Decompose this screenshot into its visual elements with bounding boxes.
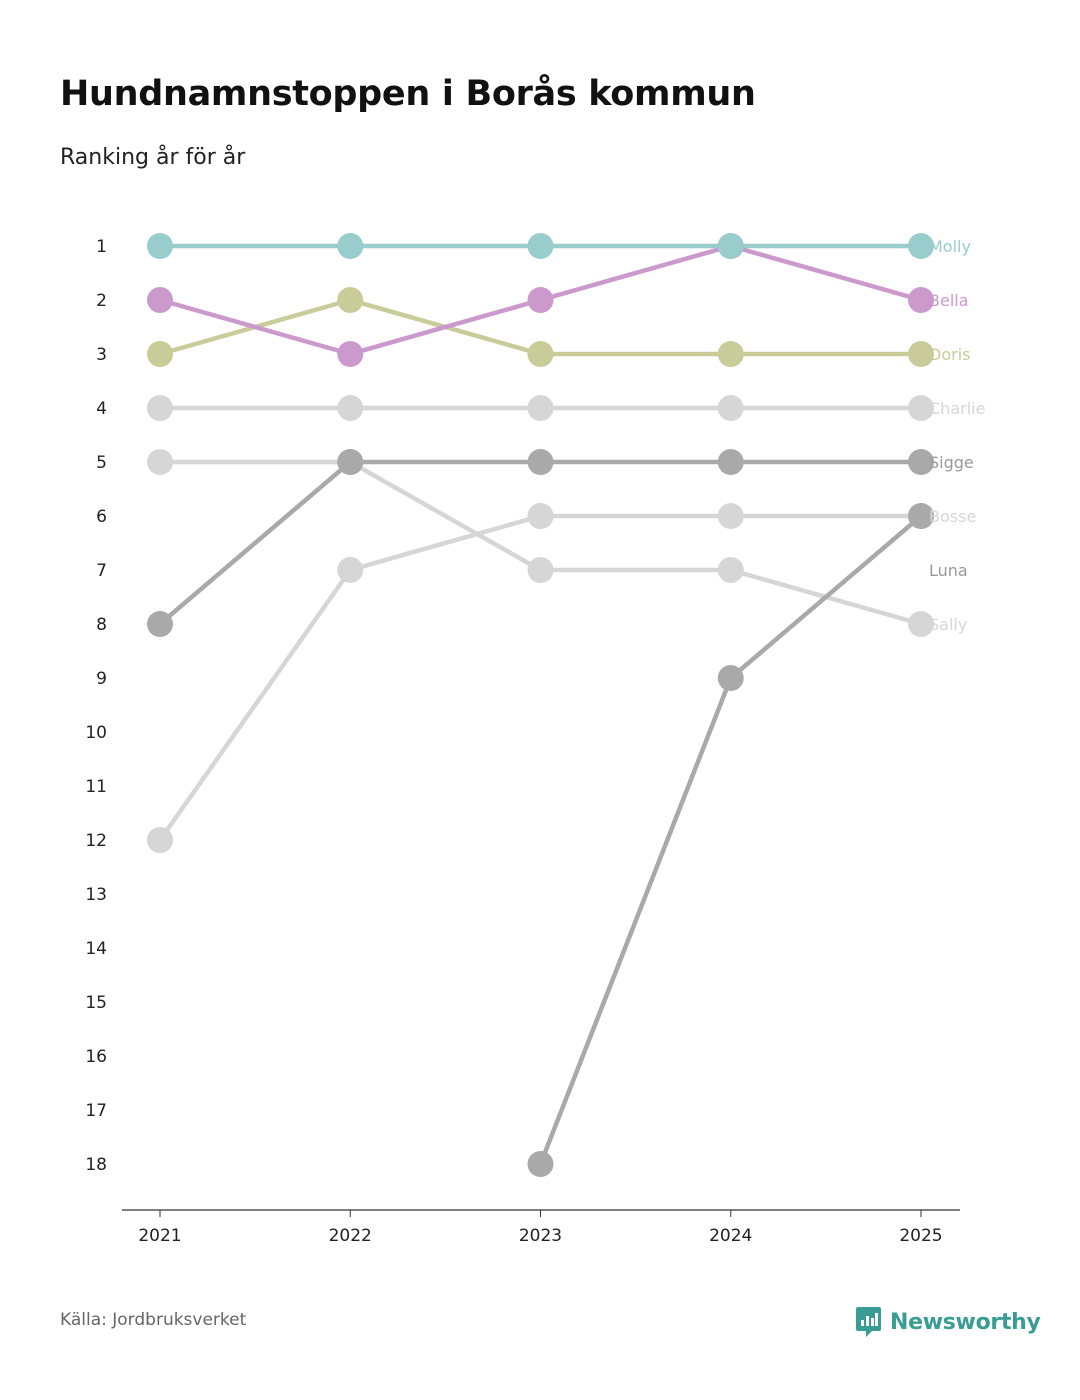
y-tick-label: 2 — [96, 291, 107, 311]
data-point-sigge — [147, 611, 173, 637]
series-end-labels: Molly Bella Doris Charlie Sigge Bosse Luna Sall… — [929, 237, 985, 634]
y-tick-label: 1 — [96, 237, 107, 257]
x-tick-label: 2023 — [519, 1226, 562, 1246]
y-tick-label: 13 — [85, 885, 107, 905]
series-line-sigge — [157, 459, 924, 627]
end-label-doris: Doris — [929, 345, 970, 364]
y-tick-label: 4 — [96, 399, 107, 419]
data-point-bella — [908, 287, 934, 313]
data-point-doris — [527, 341, 554, 367]
end-label-sally: Sally — [929, 615, 967, 634]
end-label-bosse: Bosse — [929, 507, 976, 526]
data-point-doris — [147, 341, 173, 367]
y-tick-label: 5 — [96, 453, 107, 473]
y-tick-label: 6 — [96, 507, 107, 527]
brand-name: Newsworthy — [890, 1309, 1041, 1335]
y-tick-label: 8 — [96, 615, 107, 635]
data-point-sigge — [337, 449, 364, 475]
y-tick-label: 12 — [85, 831, 107, 851]
data-point-bosse — [337, 557, 364, 583]
data-point-sigge — [527, 449, 554, 475]
chart-subtitle: Ranking år för år — [60, 145, 246, 170]
y-tick-label: 18 — [85, 1155, 107, 1175]
x-tick-label: 2022 — [329, 1226, 372, 1246]
series-line-luna — [538, 513, 924, 1167]
data-point-doris — [908, 341, 934, 367]
series-line-sally — [157, 459, 924, 627]
data-point-bella — [337, 341, 364, 367]
x-axis: 2021 2022 2023 2024 2025 — [122, 1209, 960, 1246]
data-point-sigge — [908, 449, 934, 475]
data-point-sally — [717, 557, 744, 583]
end-label-charlie: Charlie — [929, 399, 985, 418]
data-point-molly — [908, 233, 934, 259]
y-tick-label: 7 — [96, 561, 107, 581]
data-point-doris — [717, 341, 744, 367]
data-point-molly — [147, 233, 173, 259]
data-point-bosse — [717, 503, 744, 529]
x-tick-label: 2021 — [138, 1226, 181, 1246]
data-point-luna — [527, 1151, 554, 1177]
data-point-bosse — [147, 827, 173, 853]
data-point-sally — [147, 449, 173, 475]
data-point-sigge — [717, 449, 744, 475]
x-tick-label: 2024 — [709, 1226, 752, 1246]
end-label-bella: Bella — [929, 291, 969, 310]
data-point-sally — [527, 557, 554, 583]
data-point-bosse — [527, 503, 554, 529]
end-label-molly: Molly — [929, 237, 971, 256]
data-point-sally — [908, 611, 934, 637]
data-point-luna — [717, 665, 744, 691]
data-point-molly — [337, 233, 364, 259]
data-point-charlie — [337, 395, 364, 421]
brand-logo: Newsworthy — [855, 1306, 1041, 1338]
data-point-doris — [337, 287, 364, 313]
data-point-charlie — [717, 395, 744, 421]
y-tick-label: 15 — [85, 993, 107, 1013]
data-point-charlie — [147, 395, 173, 421]
x-tick-label: 2025 — [899, 1226, 942, 1246]
data-point-bella — [527, 287, 554, 313]
data-point-charlie — [908, 395, 934, 421]
y-tick-label: 3 — [96, 345, 107, 365]
end-label-luna: Luna — [929, 561, 968, 580]
y-tick-label: 11 — [85, 777, 107, 797]
y-tick-label: 17 — [85, 1101, 107, 1121]
y-tick-label: 14 — [85, 939, 107, 959]
data-point-molly — [527, 233, 554, 259]
data-point-luna — [908, 503, 934, 529]
data-point-bella — [147, 287, 173, 313]
newsworthy-logo-icon — [856, 1307, 881, 1337]
end-label-sigge: Sigge — [929, 453, 974, 472]
source-note: Källa: Jordbruksverket — [60, 1310, 247, 1330]
series-lines — [157, 243, 924, 1167]
data-point-molly — [717, 233, 744, 259]
y-tick-label: 16 — [85, 1047, 107, 1067]
data-point-charlie — [527, 395, 554, 421]
series-dots — [147, 233, 934, 1177]
y-tick-label: 9 — [96, 669, 107, 689]
y-tick-label: 10 — [85, 723, 107, 743]
chart-title: Hundnamnstoppen i Borås kommun — [60, 74, 756, 114]
